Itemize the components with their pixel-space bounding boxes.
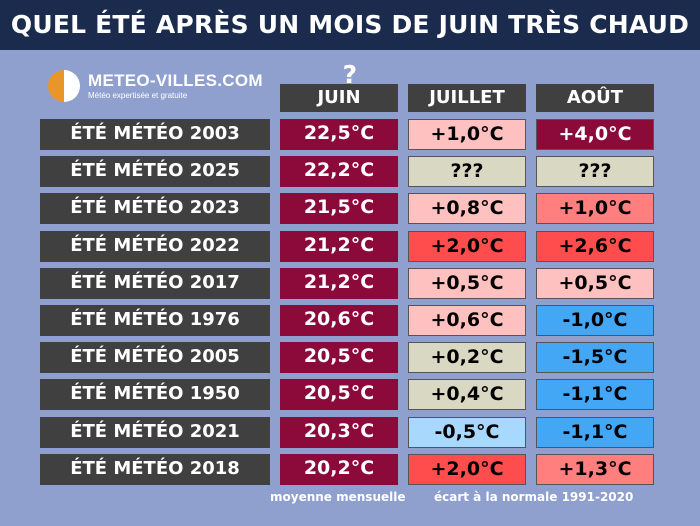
row-label: ÉTÉ MÉTÉO 2005 — [40, 342, 270, 373]
june-value: 22,5°C — [280, 119, 398, 150]
footer-monthly-label: moyenne mensuelle — [270, 490, 406, 504]
august-anomaly: +2,6°C — [536, 231, 654, 262]
july-anomaly: ??? — [408, 156, 526, 187]
august-anomaly: +1,3°C — [536, 454, 654, 485]
logo-tagline: Météo expertisée et gratuite — [88, 91, 188, 100]
logo-name: METEO-VILLES.COM — [88, 71, 263, 90]
august-anomaly: -1,1°C — [536, 417, 654, 448]
column-header-aout: AOÛT — [536, 84, 654, 112]
footer-anomaly-label: écart à la normale 1991-2020 — [434, 490, 634, 504]
row-label: ÉTÉ MÉTÉO 2023 — [40, 193, 270, 224]
june-value: 21,2°C — [280, 268, 398, 299]
june-value: 22,2°C — [280, 156, 398, 187]
july-anomaly: +0,5°C — [408, 268, 526, 299]
row-label: ÉTÉ MÉTÉO 1950 — [40, 379, 270, 410]
july-anomaly: +0,4°C — [408, 379, 526, 410]
july-anomaly: +0,8°C — [408, 193, 526, 224]
july-anomaly: +2,0°C — [408, 231, 526, 262]
brand-logo: METEO-VILLES.COM Météo expertisée et gra… — [47, 69, 277, 105]
row-label: ÉTÉ MÉTÉO 1976 — [40, 305, 270, 336]
june-value: 20,2°C — [280, 454, 398, 485]
july-anomaly: +0,2°C — [408, 342, 526, 373]
column-header-juillet: JUILLET — [408, 84, 526, 112]
column-header-juin: JUIN — [280, 84, 398, 112]
june-value: 20,3°C — [280, 417, 398, 448]
june-value: 21,2°C — [280, 231, 398, 262]
july-anomaly: +0,6°C — [408, 305, 526, 336]
june-value: 20,5°C — [280, 342, 398, 373]
august-anomaly: +4,0°C — [536, 119, 654, 150]
august-anomaly: -1,5°C — [536, 342, 654, 373]
july-anomaly: +2,0°C — [408, 454, 526, 485]
july-anomaly: -0,5°C — [408, 417, 526, 448]
august-anomaly: +0,5°C — [536, 268, 654, 299]
row-label: ÉTÉ MÉTÉO 2018 — [40, 454, 270, 485]
august-anomaly: -1,1°C — [536, 379, 654, 410]
june-value: 21,5°C — [280, 193, 398, 224]
june-value: 20,6°C — [280, 305, 398, 336]
august-anomaly: -1,0°C — [536, 305, 654, 336]
row-label: ÉTÉ MÉTÉO 2022 — [40, 231, 270, 262]
august-anomaly: +1,0°C — [536, 193, 654, 224]
row-label: ÉTÉ MÉTÉO 2025 — [40, 156, 270, 187]
june-value: 20,5°C — [280, 379, 398, 410]
row-label: ÉTÉ MÉTÉO 2017 — [40, 268, 270, 299]
row-label: ÉTÉ MÉTÉO 2021 — [40, 417, 270, 448]
july-anomaly: +1,0°C — [408, 119, 526, 150]
page-title: QUEL ÉTÉ APRÈS UN MOIS DE JUIN TRÈS CHAU… — [0, 0, 700, 89]
row-label: ÉTÉ MÉTÉO 2003 — [40, 119, 270, 150]
august-anomaly: ??? — [536, 156, 654, 187]
sun-logo-icon — [48, 70, 80, 102]
